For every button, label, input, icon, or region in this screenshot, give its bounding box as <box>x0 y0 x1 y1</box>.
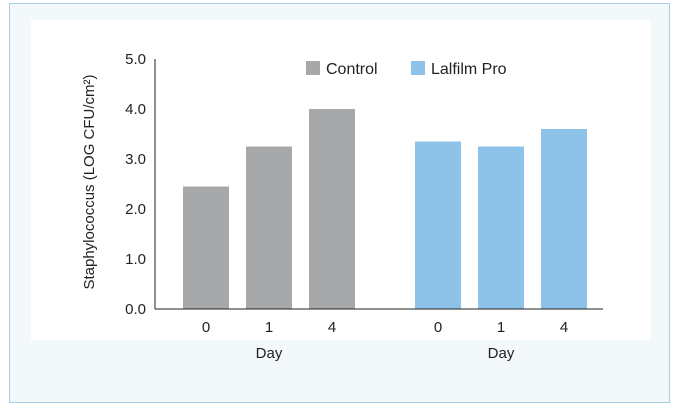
x-tick-label: 0 <box>434 319 442 336</box>
bar-lalfilm-pro-day-0 <box>415 141 461 309</box>
bar-control-day-4 <box>309 109 355 309</box>
legend-swatch <box>306 61 320 75</box>
bar-control-day-1 <box>246 146 292 309</box>
legend-label: Control <box>326 61 378 78</box>
y-tick-label: 5.0 <box>125 51 146 68</box>
y-tick-label: 3.0 <box>125 151 146 168</box>
y-ticks: 0.0 1.0 2.0 3.0 4.0 5.0 <box>125 51 146 318</box>
x-axis-label: Day <box>256 345 283 362</box>
y-axis-label: Staphylococcus (LOG CFU/cm²) <box>81 74 98 289</box>
legend-swatch <box>411 61 425 75</box>
y-tick-label: 2.0 <box>125 201 146 218</box>
x-tick-label: 4 <box>560 319 568 336</box>
y-tick-label: 4.0 <box>125 101 146 118</box>
x-tick-label: 1 <box>265 319 273 336</box>
bar-control-day-0 <box>183 186 229 309</box>
bars <box>183 109 587 309</box>
x-ticks: 0 1 4 Day 0 1 4 Day <box>202 319 568 362</box>
y-tick-label: 1.0 <box>125 251 146 268</box>
x-axis-label: Day <box>488 345 515 362</box>
x-tick-label: 0 <box>202 319 210 336</box>
legend-label: Lalfilm Pro <box>431 61 507 78</box>
legend: Control Lalfilm Pro <box>306 61 507 78</box>
x-tick-label: 4 <box>328 319 336 336</box>
y-tick-label: 0.0 <box>125 301 146 318</box>
bar-lalfilm-pro-day-1 <box>478 146 524 309</box>
bar-chart: 0.0 1.0 2.0 3.0 4.0 5.0 0 1 4 Day 0 1 4 Day Staphylo… <box>81 51 603 362</box>
x-tick-label: 1 <box>497 319 505 336</box>
bar-lalfilm-pro-day-4 <box>541 129 587 309</box>
